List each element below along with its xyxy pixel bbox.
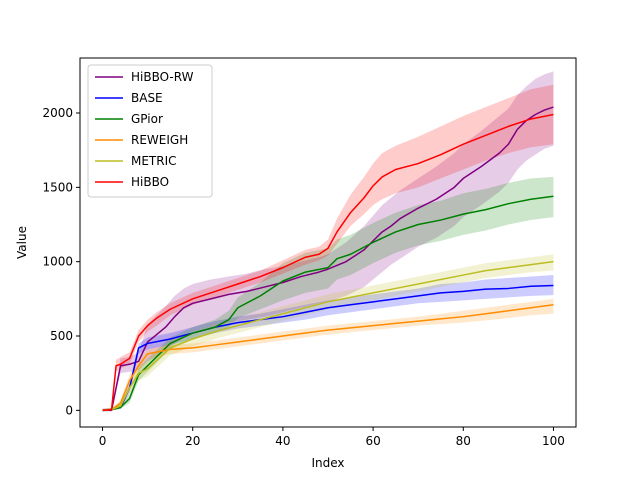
band-gpior	[102, 176, 554, 411]
legend-label-gpior: GPior	[131, 112, 163, 126]
line-metric	[102, 260, 554, 412]
legend-label-reweigh: REWEIGH	[131, 133, 188, 147]
series-lines	[102, 106, 554, 412]
y-tick-label: 2000	[42, 106, 73, 120]
line-base	[102, 284, 554, 412]
y-tick-label: 0	[65, 403, 73, 417]
legend-label-base: BASE	[131, 91, 163, 105]
x-tick-label: 0	[99, 434, 107, 448]
line-hibbo-rw	[102, 106, 554, 412]
x-axis-label: Index	[311, 456, 344, 470]
x-tick-label: 20	[185, 434, 200, 448]
x-tick-label: 40	[275, 434, 290, 448]
y-axis-label: Value	[15, 226, 29, 259]
y-tick-label: 500	[50, 329, 73, 343]
x-axis-ticks: 0 20 40 60 80 100	[99, 427, 565, 448]
legend-label-metric: METRIC	[131, 154, 177, 168]
y-axis-ticks: 0 500 1000 1500 2000	[42, 106, 80, 417]
y-tick-label: 1500	[42, 180, 73, 194]
legend-label-hibbo-rw: HiBBO-RW	[131, 70, 194, 84]
legend: HiBBO-RW BASE GPior REWEIGH METRIC HiBBO	[87, 64, 213, 198]
line-reweigh	[102, 304, 554, 412]
x-tick-label: 60	[365, 434, 380, 448]
y-tick-label: 1000	[42, 255, 73, 269]
x-tick-label: 100	[542, 434, 565, 448]
line-hibbo	[102, 113, 554, 412]
legend-label-hibbo: HiBBO	[131, 175, 169, 189]
x-tick-label: 80	[456, 434, 471, 448]
axes-frame	[79, 57, 577, 428]
band-hibbo-rw	[102, 71, 554, 411]
